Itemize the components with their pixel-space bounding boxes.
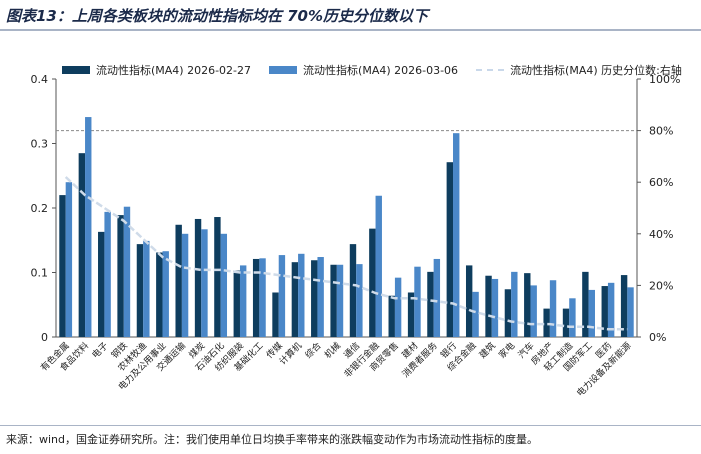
bar-series2 xyxy=(627,287,634,337)
right-tick-label: 80% xyxy=(649,125,673,138)
left-tick-label: 0.1 xyxy=(31,267,49,280)
bar-series1 xyxy=(233,270,240,337)
bar-series2 xyxy=(588,289,595,337)
bar-series2 xyxy=(298,253,305,337)
bar-series1 xyxy=(504,289,512,337)
right-tick-label: 100% xyxy=(649,73,680,86)
bar-series2 xyxy=(259,258,266,337)
bar-series1 xyxy=(601,286,608,337)
legend: 流动性指标(MA4) 2026-02-27 流动性指标(MA4) 2026-03… xyxy=(62,62,691,78)
left-tick-label: 0 xyxy=(41,331,48,344)
bar-series2 xyxy=(569,298,576,337)
bar-series1 xyxy=(175,224,182,337)
bar-series1 xyxy=(252,258,260,337)
bar-series1 xyxy=(291,262,299,337)
bar-series2 xyxy=(414,266,421,337)
legend-swatch-series1 xyxy=(62,66,90,74)
bar-series1 xyxy=(311,260,318,337)
x-tick-label: 电子 xyxy=(89,340,110,361)
legend-item-series1: 流动性指标(MA4) 2026-02-27 xyxy=(62,62,251,78)
bar-series1 xyxy=(407,292,415,337)
bar-series2 xyxy=(453,133,460,337)
left-tick-label: 0.4 xyxy=(31,73,49,86)
bar-series2 xyxy=(607,282,615,337)
legend-label-series3: 流动性指标(MA4) 历史分位数:右轴 xyxy=(510,64,682,77)
bar-series2 xyxy=(239,265,247,337)
left-tick-label: 0.2 xyxy=(31,202,49,215)
legend-item-series2: 流动性指标(MA4) 2026-03-06 xyxy=(269,62,458,78)
right-tick-label: 20% xyxy=(649,279,673,292)
bar-series1 xyxy=(272,292,279,337)
legend-label-series2: 流动性指标(MA4) 2026-03-06 xyxy=(303,64,459,77)
bar-series1 xyxy=(582,271,589,337)
bar-series1 xyxy=(78,153,86,337)
bar-series1 xyxy=(388,295,395,337)
bar-series2 xyxy=(162,251,169,337)
bar-series2 xyxy=(491,278,499,337)
bar-series1 xyxy=(117,215,124,337)
bar-series2 xyxy=(530,285,537,337)
right-tick-label: 60% xyxy=(649,176,673,189)
bar-series2 xyxy=(104,211,111,337)
x-tick-label: 计算机 xyxy=(277,340,305,368)
legend-swatch-series2 xyxy=(269,66,298,74)
bar-series2 xyxy=(375,195,382,337)
bar-series1 xyxy=(524,273,531,337)
bar-series1 xyxy=(543,308,550,337)
bar-series1 xyxy=(156,252,163,337)
chart-title: 图表13：上周各类板块的流动性指标均在 70%历史分位数以下 xyxy=(6,7,429,25)
bar-series1 xyxy=(465,265,473,337)
bar-series2 xyxy=(65,182,73,337)
bar-series1 xyxy=(59,195,66,337)
footer-rule xyxy=(0,425,701,426)
bar-series1 xyxy=(214,217,221,337)
legend-swatch-series3 xyxy=(476,69,505,71)
bar-series1 xyxy=(349,244,357,337)
bar-series2 xyxy=(181,233,189,337)
bar-series2 xyxy=(85,117,92,338)
bar-series2 xyxy=(549,280,557,337)
bar-series2 xyxy=(336,264,344,337)
bar-series2 xyxy=(394,277,402,337)
bar-series1 xyxy=(427,271,434,337)
bar-series2 xyxy=(220,233,228,337)
x-tick-label: 综合 xyxy=(302,340,323,361)
bar-series2 xyxy=(433,258,441,337)
bar-series1 xyxy=(620,275,628,337)
left-tick-label: 0.3 xyxy=(31,138,49,151)
x-tick-label: 家电 xyxy=(496,340,517,361)
bar-series1 xyxy=(194,218,202,337)
bar-series1 xyxy=(330,264,337,337)
percentile-line xyxy=(64,176,628,331)
right-tick-label: 40% xyxy=(649,228,673,241)
x-tick-label: 建筑 xyxy=(477,340,498,361)
right-tick-label: 0% xyxy=(649,331,666,344)
bar-series2 xyxy=(472,291,479,337)
bar-series2 xyxy=(278,255,286,337)
bar-series2 xyxy=(123,206,131,337)
title-rule xyxy=(0,29,701,31)
bar-series1 xyxy=(369,228,376,337)
bar-series2 xyxy=(356,264,363,337)
bar-series1 xyxy=(98,231,105,337)
legend-label-series1: 流动性指标(MA4) 2026-02-27 xyxy=(96,64,252,77)
bar-series1 xyxy=(485,275,492,337)
bar-series1 xyxy=(562,308,570,337)
source-note: 来源：wind，国金证券研究所。注：我们使用单位日均换手率带来的涨跌幅变动作为市… xyxy=(6,433,539,446)
bar-series2 xyxy=(511,271,518,337)
x-tick-label: 机械 xyxy=(322,340,343,361)
bar-series2 xyxy=(143,240,150,337)
bar-series2 xyxy=(201,229,208,337)
bar-series1 xyxy=(136,244,144,337)
bar-series2 xyxy=(317,257,324,337)
chart-plot: 00.10.20.30.40%20%40%60%80%100%有色金属食品饮料电… xyxy=(31,73,681,399)
legend-item-series3: 流动性指标(MA4) 历史分位数:右轴 xyxy=(476,62,682,78)
bar-series1 xyxy=(446,162,454,337)
